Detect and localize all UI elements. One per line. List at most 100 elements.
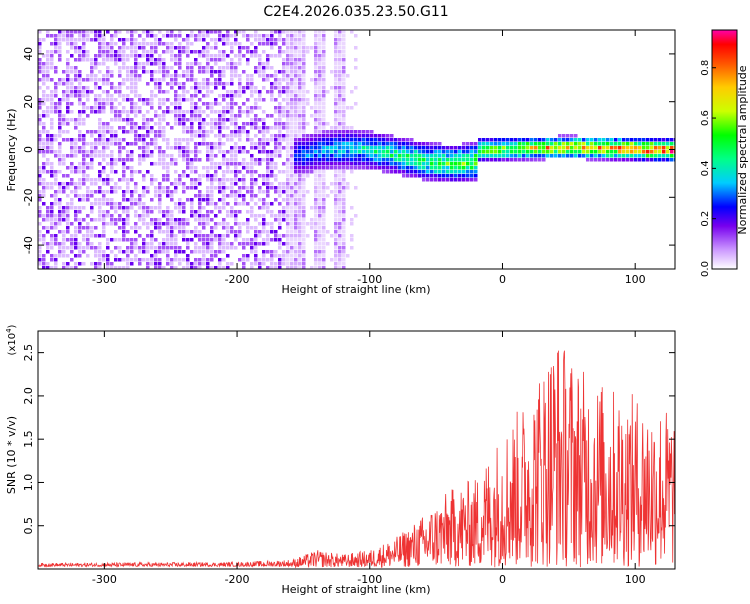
spectrogram-cell — [58, 102, 62, 106]
spectrogram-cell — [262, 70, 266, 74]
spectrogram-cell — [318, 58, 322, 62]
spectrogram-cell — [134, 102, 138, 106]
spectrogram-cell — [158, 194, 162, 198]
spectrogram-cell — [190, 110, 194, 114]
spectrogram-cell — [458, 150, 462, 154]
spectrogram-cell — [302, 222, 306, 226]
spectrogram-cell — [262, 242, 266, 246]
spectrogram-cell — [246, 186, 250, 190]
spectrogram-cell — [174, 98, 178, 102]
spectrogram-cell — [230, 206, 234, 210]
spectrogram-cell — [334, 178, 338, 182]
spectrogram-cell — [306, 166, 310, 170]
spectrogram-cell — [54, 266, 58, 269]
spectrogram-cell — [230, 214, 234, 218]
spectrogram-cell — [266, 154, 270, 158]
spectrogram-cell — [210, 126, 214, 130]
snr-multiplier-label: (x104) — [5, 324, 18, 355]
spectrogram-cell — [438, 150, 442, 154]
spectrogram-cell — [126, 238, 130, 242]
spectrogram-cell — [206, 34, 210, 38]
spectrogram-cell — [238, 86, 242, 90]
spectrogram-cell — [146, 266, 150, 269]
spectrogram-cell — [130, 174, 134, 178]
spectrogram-cell — [74, 182, 78, 186]
spectrogram-cell — [314, 122, 318, 126]
spectrogram-cell — [162, 166, 166, 170]
spectrogram-cell — [290, 262, 294, 266]
spectrogram-cell — [262, 254, 266, 258]
spectrogram-cell — [154, 162, 158, 166]
spectrogram-cell — [266, 174, 270, 178]
spectrogram-cell — [162, 34, 166, 38]
spectrogram-cell — [298, 178, 302, 182]
spectrogram-cell — [218, 94, 222, 98]
spectrogram-cell — [86, 214, 90, 218]
spectrogram-cell — [314, 54, 318, 58]
spectrogram-cell — [198, 126, 202, 130]
spectrogram-cell — [238, 94, 242, 98]
spectrogram-cell — [230, 226, 234, 230]
spectrogram-cell — [46, 170, 50, 174]
spectrogram-cell — [342, 126, 346, 130]
spectrogram-cell — [186, 254, 190, 258]
spectrogram-cell — [74, 190, 78, 194]
spectrogram-cell — [238, 226, 242, 230]
spectrogram-cell — [154, 218, 158, 222]
spectrogram-cell — [162, 178, 166, 182]
spectrogram-cell — [238, 130, 242, 134]
spectrogram-cell — [98, 118, 102, 122]
spectrogram-cell — [306, 102, 310, 106]
spectrogram-cell — [474, 146, 478, 150]
spectrogram-cell — [102, 146, 106, 150]
spectrogram-cell — [266, 202, 270, 206]
spectrogram-cell — [302, 166, 306, 170]
spectrogram-cell — [446, 162, 450, 166]
spectrogram-cell — [58, 250, 62, 254]
spectrogram-cell — [194, 158, 198, 162]
spectrogram-cell — [350, 106, 354, 110]
spectrogram-cell — [262, 134, 266, 138]
spectrogram-cell — [42, 186, 46, 190]
spectrogram-cell — [182, 222, 186, 226]
spectrogram-cell — [50, 210, 54, 214]
spectrogram-cell — [42, 54, 46, 58]
spectrogram-cell — [46, 62, 50, 66]
spectrogram-cell — [378, 154, 382, 158]
spectrogram-cell — [234, 182, 238, 186]
spectrogram-cell — [190, 30, 194, 34]
spectrogram-cell — [170, 158, 174, 162]
spectrogram-cell — [286, 66, 290, 70]
spectrogram-cell — [178, 178, 182, 182]
spectrogram-cell — [246, 218, 250, 222]
spectrogram-cell — [38, 222, 42, 226]
spectrogram-cell — [158, 78, 162, 82]
spectrogram-cell — [50, 202, 54, 206]
spectrogram-cell — [62, 206, 66, 210]
spectrogram-cell — [142, 150, 146, 154]
spectrogram-cell — [278, 186, 282, 190]
spectrogram-cell — [274, 190, 278, 194]
spectrogram-cell — [494, 146, 498, 150]
spectrogram-cell — [386, 134, 390, 138]
spectrogram-cell — [342, 42, 346, 46]
spectrogram-cell — [70, 86, 74, 90]
spectrogram-cell — [382, 154, 386, 158]
spectrogram-cell — [130, 238, 134, 242]
spectrogram-cell — [214, 110, 218, 114]
spectrogram-cell — [282, 86, 286, 90]
spectrogram-cell — [262, 214, 266, 218]
spectrogram-cell — [82, 122, 86, 126]
spectrogram-cell — [342, 62, 346, 66]
colorbar-tick-label: 0.2 — [700, 211, 711, 227]
spectrogram-cell — [202, 30, 206, 34]
spectrogram-cell — [138, 138, 142, 142]
spectrogram-cell — [58, 38, 62, 42]
spectrogram-cell — [58, 106, 62, 110]
snr-plot-area — [38, 350, 675, 569]
spectrogram-cell — [50, 106, 54, 110]
spectrogram-cell — [78, 30, 82, 34]
spectrogram-cell — [118, 202, 122, 206]
spectrogram-cell — [162, 242, 166, 246]
